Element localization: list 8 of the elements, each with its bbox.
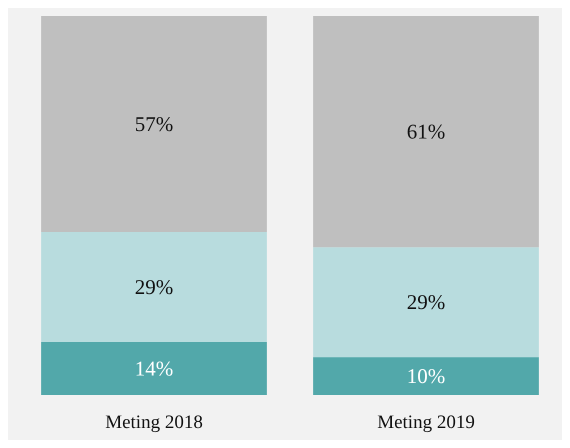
data-label: 14% [134,356,174,380]
data-label: 29% [134,274,174,299]
x-tick-label: Meting 2019 [377,412,475,433]
data-label: 57% [134,112,174,136]
data-label: 10% [406,364,446,388]
x-tick-label: Meting 2018 [105,412,203,433]
data-label: 29% [406,290,446,314]
data-label: 61% [406,120,446,144]
